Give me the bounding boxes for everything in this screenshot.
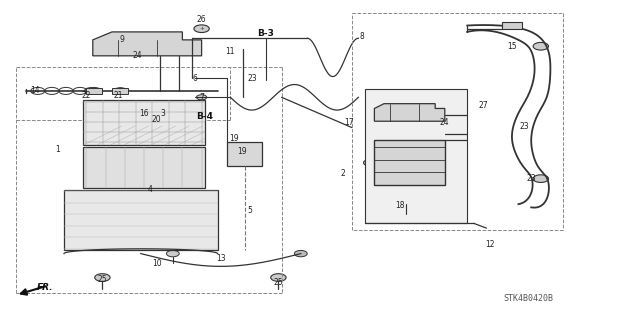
Text: FR.: FR. bbox=[37, 283, 54, 292]
Text: 7: 7 bbox=[199, 93, 204, 102]
Circle shape bbox=[194, 25, 209, 33]
Text: 21: 21 bbox=[114, 91, 123, 100]
Text: 12: 12 bbox=[485, 240, 494, 249]
Text: 26: 26 bbox=[196, 15, 207, 24]
Circle shape bbox=[248, 151, 258, 156]
Text: 18: 18 bbox=[396, 201, 404, 210]
Circle shape bbox=[533, 175, 548, 182]
Text: 8: 8 bbox=[359, 32, 364, 41]
Circle shape bbox=[95, 274, 110, 281]
Circle shape bbox=[166, 250, 179, 257]
Text: 27: 27 bbox=[478, 101, 488, 110]
Text: 17: 17 bbox=[344, 118, 354, 127]
Bar bbox=[64, 190, 218, 250]
Text: 24: 24 bbox=[132, 51, 143, 60]
Text: STK4B0420B: STK4B0420B bbox=[503, 294, 553, 303]
Circle shape bbox=[114, 88, 127, 94]
Text: 4: 4 bbox=[148, 185, 153, 194]
Text: 13: 13 bbox=[216, 254, 226, 263]
Text: 22: 22 bbox=[82, 91, 91, 100]
Circle shape bbox=[378, 178, 388, 183]
Circle shape bbox=[364, 160, 376, 166]
Text: 23: 23 bbox=[520, 122, 530, 130]
Circle shape bbox=[294, 250, 307, 257]
Bar bbox=[86, 88, 102, 94]
Circle shape bbox=[271, 274, 286, 281]
Bar bbox=[502, 22, 522, 29]
Circle shape bbox=[228, 151, 239, 156]
Bar bbox=[227, 142, 262, 166]
Circle shape bbox=[84, 88, 97, 94]
Text: +: + bbox=[199, 26, 204, 31]
Bar bbox=[83, 147, 205, 188]
Circle shape bbox=[442, 112, 454, 118]
Text: 3: 3 bbox=[161, 109, 166, 118]
Text: 19: 19 bbox=[237, 147, 247, 156]
Text: 19: 19 bbox=[228, 134, 239, 143]
Polygon shape bbox=[374, 104, 445, 121]
Bar bbox=[83, 100, 205, 145]
Text: 24: 24 bbox=[440, 118, 450, 127]
Circle shape bbox=[533, 42, 548, 50]
Text: 9: 9 bbox=[119, 35, 124, 44]
Bar bbox=[374, 140, 445, 185]
Circle shape bbox=[400, 198, 413, 204]
Text: 11: 11 bbox=[226, 47, 235, 56]
Text: 20: 20 bbox=[152, 115, 162, 124]
Text: 6: 6 bbox=[193, 74, 198, 83]
Text: 23: 23 bbox=[248, 74, 258, 83]
Text: 14: 14 bbox=[30, 86, 40, 95]
Bar bbox=[365, 89, 467, 223]
Text: 15: 15 bbox=[507, 42, 517, 51]
Text: 2: 2 bbox=[340, 169, 345, 178]
Text: 16: 16 bbox=[139, 109, 149, 118]
Circle shape bbox=[395, 178, 405, 183]
Polygon shape bbox=[93, 32, 202, 56]
Text: 25: 25 bbox=[97, 275, 108, 284]
Text: 10: 10 bbox=[152, 259, 162, 268]
Circle shape bbox=[196, 95, 207, 100]
Text: B-3: B-3 bbox=[257, 29, 274, 38]
Text: 1: 1 bbox=[55, 145, 60, 154]
Circle shape bbox=[101, 46, 114, 53]
Bar bbox=[112, 88, 128, 94]
Text: B-4: B-4 bbox=[196, 112, 213, 121]
Text: 25: 25 bbox=[273, 278, 284, 287]
Text: 23: 23 bbox=[526, 174, 536, 183]
Text: 5: 5 bbox=[247, 206, 252, 215]
